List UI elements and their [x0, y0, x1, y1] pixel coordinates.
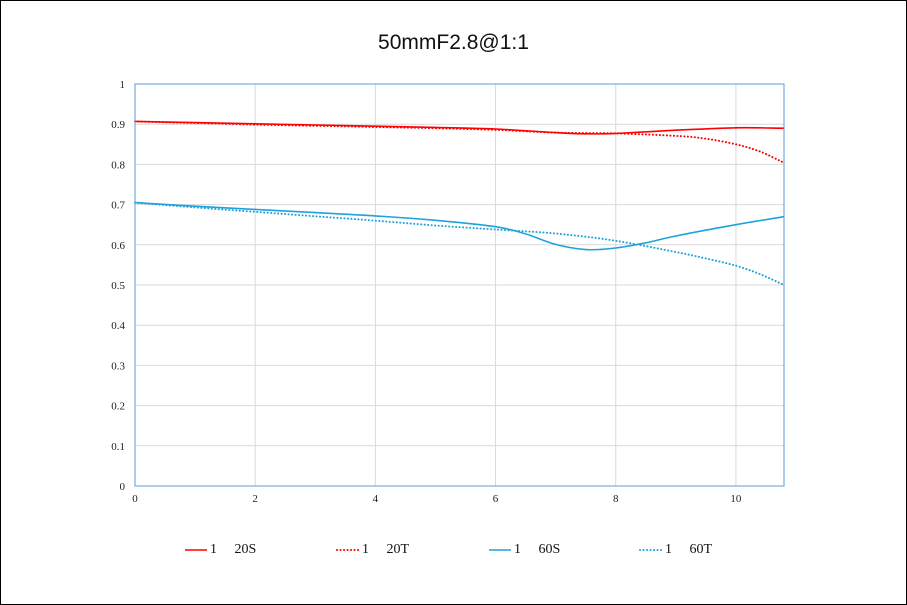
y-tick-label: 0.5 [111, 280, 125, 292]
series-line-3 [134, 201, 785, 286]
series-lines [134, 120, 785, 286]
legend-label: 1 60S [514, 542, 561, 557]
x-tick-label: 6 [493, 493, 499, 505]
y-tick-label: 0.2 [111, 401, 125, 413]
legend-item: 1 60S [488, 538, 560, 562]
legend-label: 1 60T [665, 542, 713, 557]
grid-lines [135, 84, 784, 486]
y-tick-label: 0.1 [111, 441, 125, 453]
series-line-1 [134, 120, 785, 164]
legend-swatch [489, 549, 511, 551]
x-tick-label: 4 [373, 493, 379, 505]
y-tick-label: 0 [120, 481, 126, 493]
legend-label: 1 20T [362, 542, 410, 557]
y-tick-label: 0.8 [111, 159, 125, 171]
y-tick-label: 0.6 [111, 240, 125, 252]
plot-border [134, 83, 785, 487]
legend-swatch [185, 549, 207, 551]
x-tick-label: 0 [132, 493, 138, 505]
x-tick-label: 2 [252, 493, 258, 505]
series-line-2 [134, 201, 785, 251]
legend-item: 1 20S [184, 538, 256, 562]
legend-item: 1 20T [336, 538, 409, 562]
y-tick-label: 0.7 [111, 200, 125, 212]
x-tick-label: 8 [613, 493, 619, 505]
y-axis-ticks: 0 0.1 0.2 0.3 0.4 0.5 0.6 0.7 0.8 0.9 1 [111, 79, 125, 493]
y-tick-label: 0.3 [111, 360, 125, 372]
legend-label: 1 20S [210, 542, 257, 557]
chart-legend: 1 20S 1 20T 1 60S 1 60T [1, 538, 906, 562]
y-tick-label: 1 [120, 79, 126, 91]
x-axis-ticks: 0 2 4 6 8 10 [132, 493, 742, 505]
y-tick-label: 0.4 [111, 320, 125, 332]
legend-item: 1 60T [639, 538, 712, 562]
y-tick-label: 0.9 [111, 119, 125, 131]
legend-swatch [639, 549, 663, 551]
chart-title: 50mmF2.8@1:1 [378, 31, 529, 54]
x-tick-label: 10 [730, 493, 742, 505]
legend-swatch [336, 549, 360, 551]
